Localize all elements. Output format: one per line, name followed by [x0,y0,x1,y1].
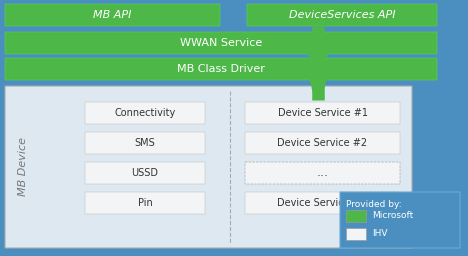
FancyBboxPatch shape [5,86,412,248]
Text: IHV: IHV [372,229,388,239]
Text: ...: ... [316,166,329,179]
Text: SMS: SMS [135,138,155,148]
FancyBboxPatch shape [245,192,400,214]
FancyBboxPatch shape [346,228,366,240]
Text: USSD: USSD [132,168,159,178]
Text: MB API: MB API [93,10,132,20]
Text: MB Device: MB Device [18,137,28,197]
Text: Device Service #1: Device Service #1 [278,108,367,118]
FancyBboxPatch shape [5,32,437,54]
FancyBboxPatch shape [247,4,437,26]
FancyBboxPatch shape [346,210,366,222]
FancyBboxPatch shape [85,102,205,124]
FancyBboxPatch shape [5,58,437,80]
Text: Pin: Pin [138,198,153,208]
Text: DeviceServices API: DeviceServices API [289,10,395,20]
FancyBboxPatch shape [85,162,205,184]
Text: Device Service #n: Device Service #n [278,198,367,208]
Text: MB Class Driver: MB Class Driver [177,64,265,74]
FancyBboxPatch shape [85,132,205,154]
FancyBboxPatch shape [340,192,460,248]
FancyBboxPatch shape [5,4,220,26]
FancyBboxPatch shape [85,192,205,214]
Text: Provided by:: Provided by: [346,200,402,209]
FancyBboxPatch shape [245,162,400,184]
Text: Device Service #2: Device Service #2 [278,138,367,148]
FancyBboxPatch shape [245,102,400,124]
Text: Microsoft: Microsoft [372,211,413,220]
Text: WWAN Service: WWAN Service [180,38,262,48]
Text: Connectivity: Connectivity [114,108,176,118]
FancyBboxPatch shape [245,132,400,154]
